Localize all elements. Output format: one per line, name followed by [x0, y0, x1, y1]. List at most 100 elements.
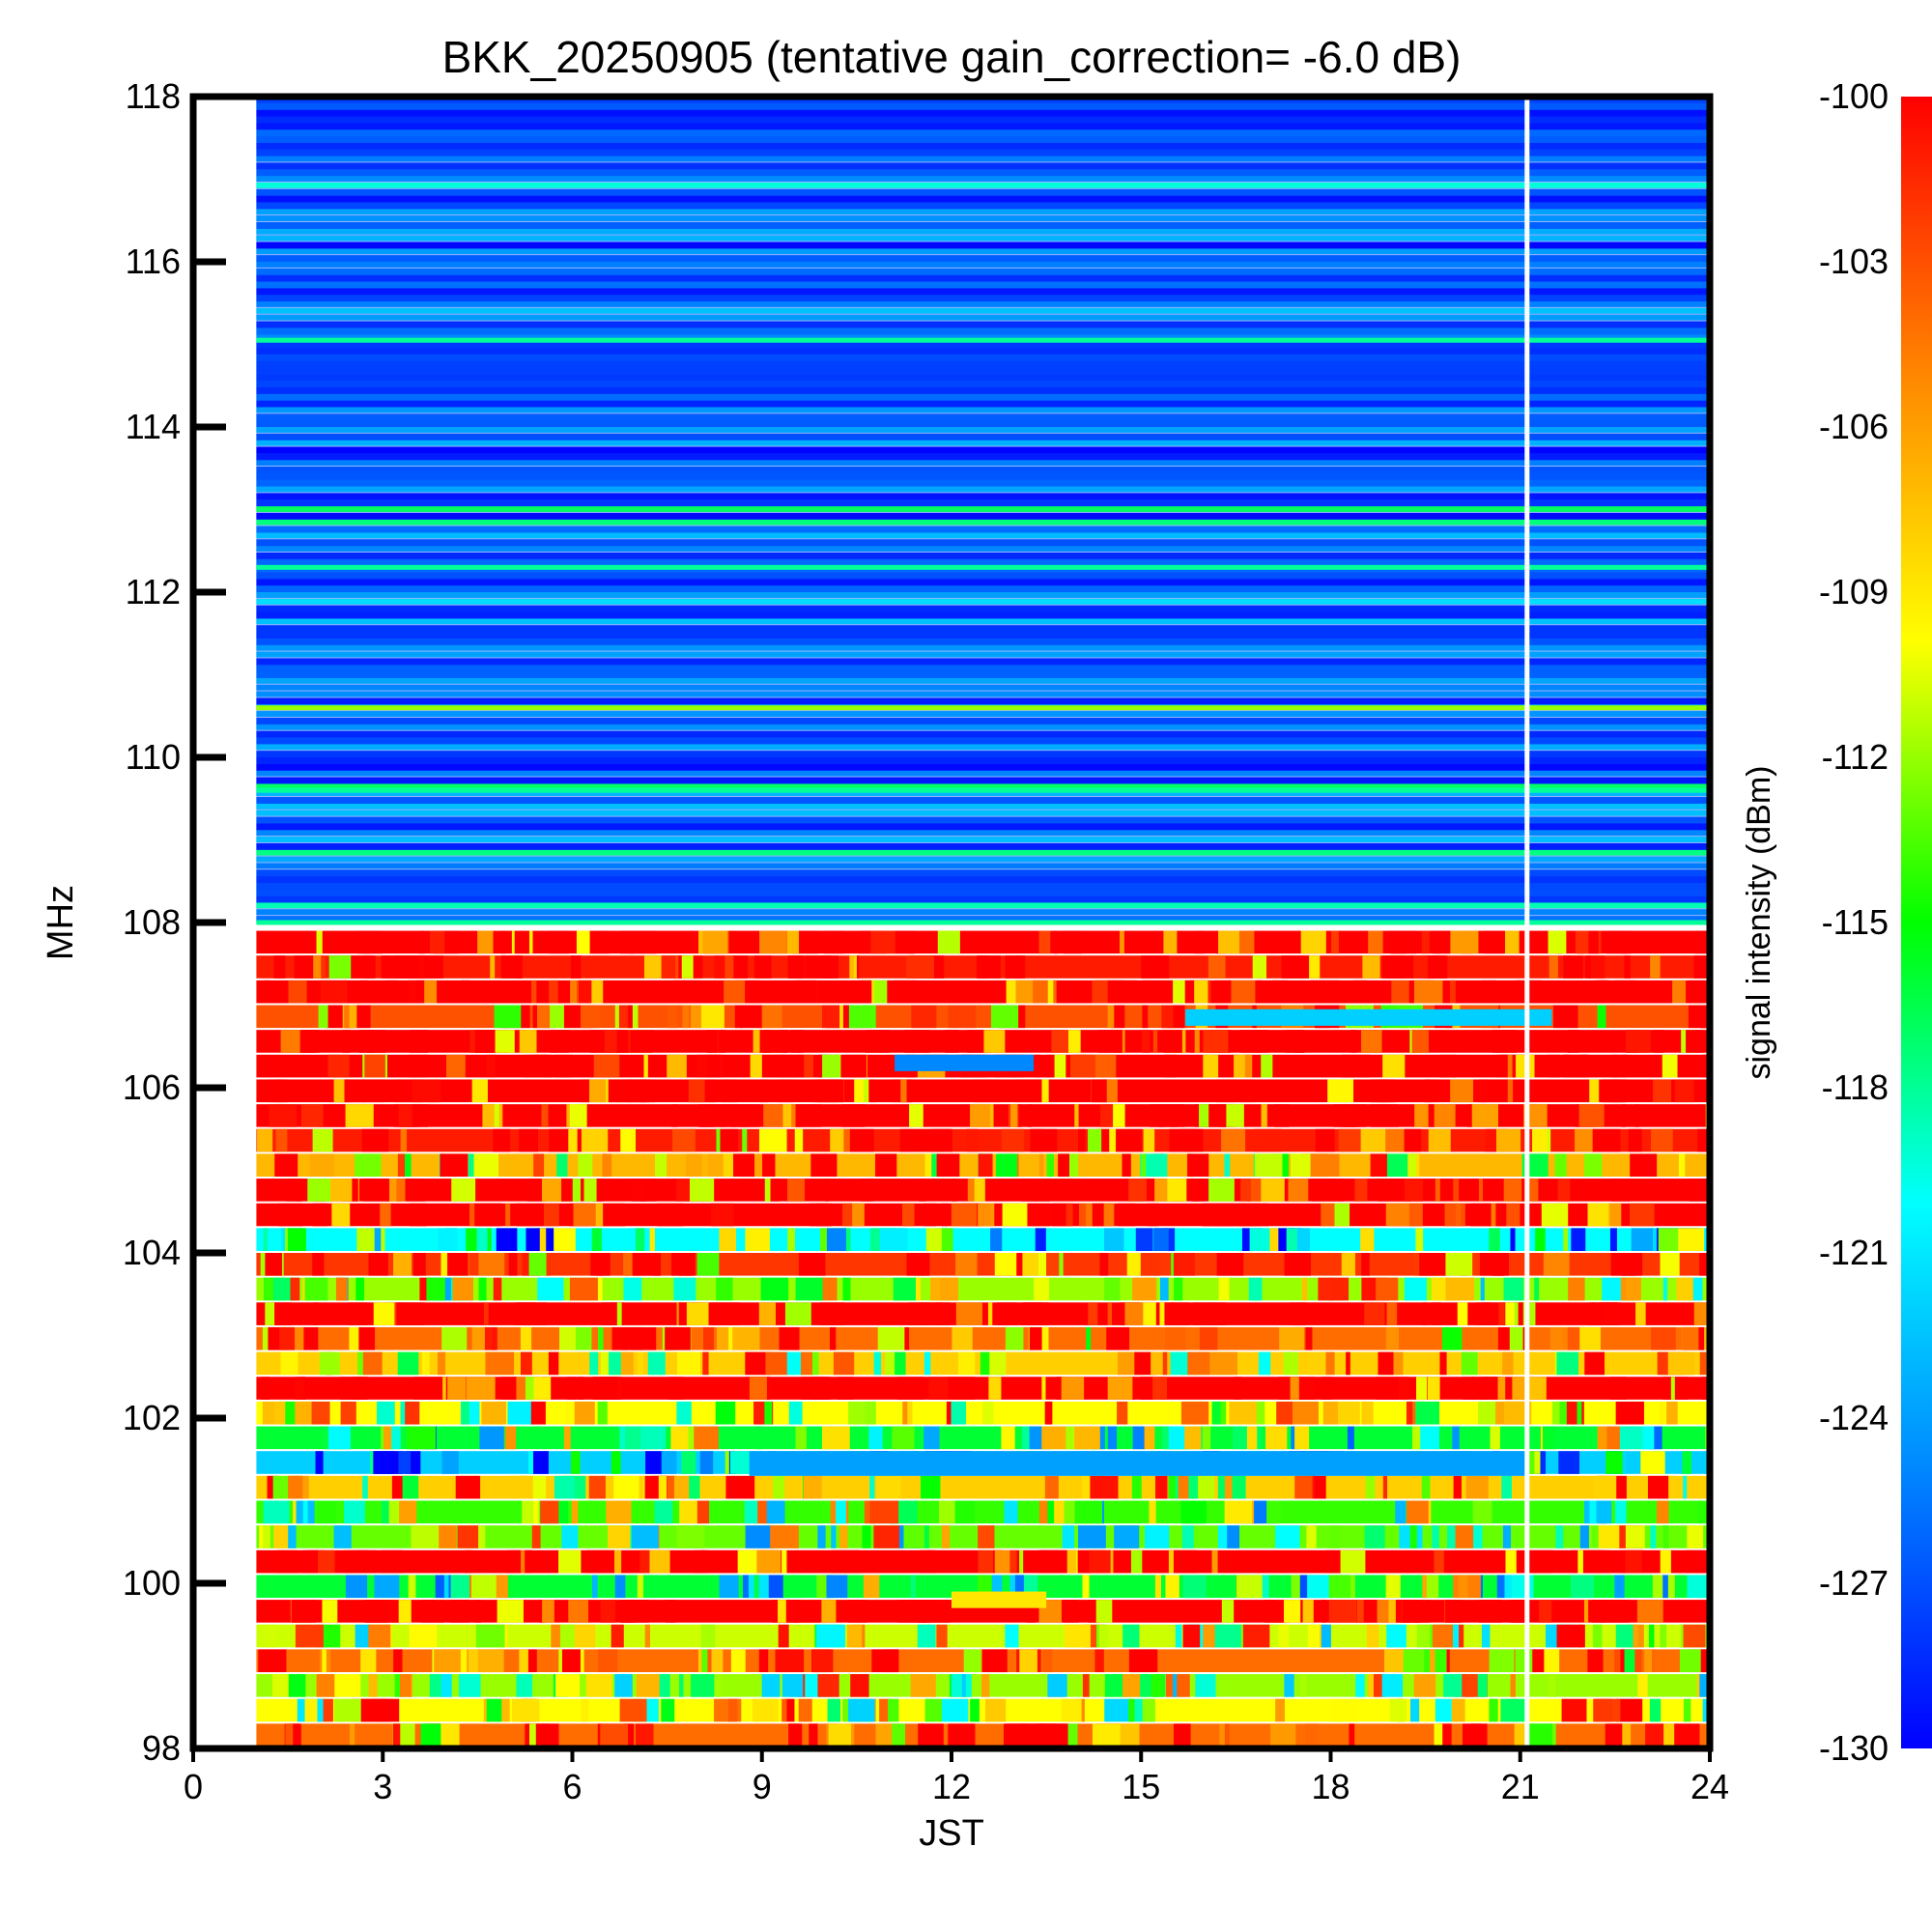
air-band-row [256, 797, 1710, 804]
fm-band-speckle [1471, 1377, 1498, 1400]
fm-band-speckle [390, 1600, 399, 1623]
fm-band-speckle [1431, 930, 1441, 954]
fm-band-speckle [304, 1698, 318, 1722]
fm-band-speckle [1340, 1549, 1366, 1574]
fm-band-speckle [476, 1228, 488, 1251]
fm-band-speckle [1019, 1253, 1039, 1276]
fm-band-speckle [1583, 1600, 1589, 1623]
fm-band-speckle [1584, 1351, 1605, 1376]
fm-band-speckle [1450, 930, 1479, 954]
fm-band-speckle [611, 1326, 628, 1350]
fm-band-speckle [1327, 1079, 1354, 1103]
fm-band-speckle [1660, 1549, 1671, 1574]
fm-band-speckle [738, 1549, 757, 1574]
fm-band-speckle [1278, 1624, 1290, 1648]
fm-band-speckle [1122, 1153, 1131, 1178]
air-band-gap-line [256, 815, 1710, 817]
fm-band-speckle [875, 1153, 897, 1178]
fm-band-speckle [578, 980, 592, 1004]
fm-band-speckle [620, 1128, 636, 1152]
fm-band-speckle [554, 1054, 574, 1078]
fm-band-speckle [1502, 1575, 1512, 1599]
fm-band-speckle [1512, 1377, 1527, 1400]
fm-band-speckle [352, 1377, 369, 1400]
fm-band-speckle [836, 1500, 846, 1524]
air-band-gap-line [256, 538, 1710, 540]
fm-band-speckle [817, 1525, 826, 1548]
fm-band-speckle [1602, 1277, 1621, 1301]
fm-band-speckle [420, 1723, 441, 1747]
fm-band-speckle [951, 1674, 972, 1697]
air-band-row [256, 301, 1710, 307]
fm-band-speckle [1107, 1426, 1118, 1450]
fm-band-speckle [945, 1030, 959, 1053]
air-band-row [256, 842, 1710, 850]
air-band-gap-line [256, 868, 1710, 870]
fm-band-speckle [1139, 1377, 1153, 1400]
fm-band-speckle [1456, 1203, 1461, 1227]
fm-band-speckle [1077, 1128, 1086, 1152]
fm-band-speckle [437, 1351, 446, 1376]
fm-band-speckle [291, 1600, 316, 1623]
fm-band-speckle [831, 1525, 837, 1548]
fm-band-speckle [700, 1104, 714, 1127]
fm-band-speckle [429, 930, 445, 954]
fm-band-speckle [1038, 930, 1051, 954]
fm-band-speckle [381, 955, 388, 979]
fm-band-speckle [866, 1030, 875, 1053]
fm-band-speckle [1165, 1575, 1179, 1599]
fm-band-speckle [342, 1030, 351, 1053]
fm-band-speckle [696, 1500, 710, 1524]
fm-band-speckle [765, 1351, 789, 1376]
fm-band-speckle [1001, 1426, 1015, 1450]
fm-band-speckle [421, 1351, 430, 1376]
fm-band-speckle [1014, 1575, 1024, 1599]
air-band-row [256, 427, 1710, 433]
fm-band-speckle [794, 1128, 804, 1152]
fm-band-speckle [1396, 1377, 1409, 1400]
fm-band-speckle [1495, 1128, 1521, 1152]
fm-band-speckle [329, 1179, 359, 1202]
fm-band-speckle [1461, 1351, 1478, 1376]
fm-band-speckle [486, 1698, 502, 1722]
fm-band-speckle [447, 1253, 469, 1276]
fm-band-speckle [905, 955, 935, 979]
fm-band-speckle [892, 1723, 906, 1747]
fm-band-separator [256, 1721, 1710, 1724]
fm-band-speckle [632, 1525, 659, 1548]
fm-band-speckle [262, 1401, 275, 1425]
air-band-row [256, 413, 1710, 421]
fm-band-row [256, 1228, 1710, 1251]
air-band-row [256, 671, 1710, 678]
fm-band-speckle [1286, 1228, 1297, 1251]
fm-band-speckle [852, 1203, 865, 1227]
fm-band-speckle [632, 1253, 662, 1276]
fm-band-speckle [1484, 930, 1505, 954]
fm-band-speckle [1082, 1674, 1090, 1697]
fm-band-speckle [1421, 1475, 1431, 1499]
fm-band-speckle [445, 1054, 466, 1078]
air-band-row [256, 916, 1710, 923]
fm-band-speckle [1088, 1128, 1102, 1152]
fm-band-speckle [1106, 1326, 1130, 1350]
fm-band-speckle [493, 1277, 502, 1301]
fm-band-speckle [530, 1401, 546, 1425]
fm-band-speckle [1628, 1128, 1642, 1152]
fm-band-speckle [1621, 1104, 1626, 1127]
fm-band-speckle [795, 1277, 823, 1301]
fm-band-speckle [861, 1179, 874, 1202]
fm-band-speckle [665, 1326, 691, 1350]
fm-band-speckle [1547, 1054, 1560, 1078]
air-band-row [256, 512, 1710, 520]
fm-band-speckle [1507, 1079, 1514, 1103]
fm-band-speckle [1435, 1698, 1452, 1722]
fm-band-speckle [1662, 1054, 1678, 1078]
signal-block [952, 1591, 1047, 1608]
fm-band-speckle [588, 1475, 606, 1499]
fm-band-speckle [1685, 1549, 1706, 1574]
fm-band-speckle [1500, 1698, 1527, 1722]
fm-band-speckle [1477, 1674, 1488, 1697]
air-band-row [256, 242, 1710, 249]
fm-band-speckle [410, 1203, 427, 1227]
fm-band-speckle [525, 1054, 553, 1078]
